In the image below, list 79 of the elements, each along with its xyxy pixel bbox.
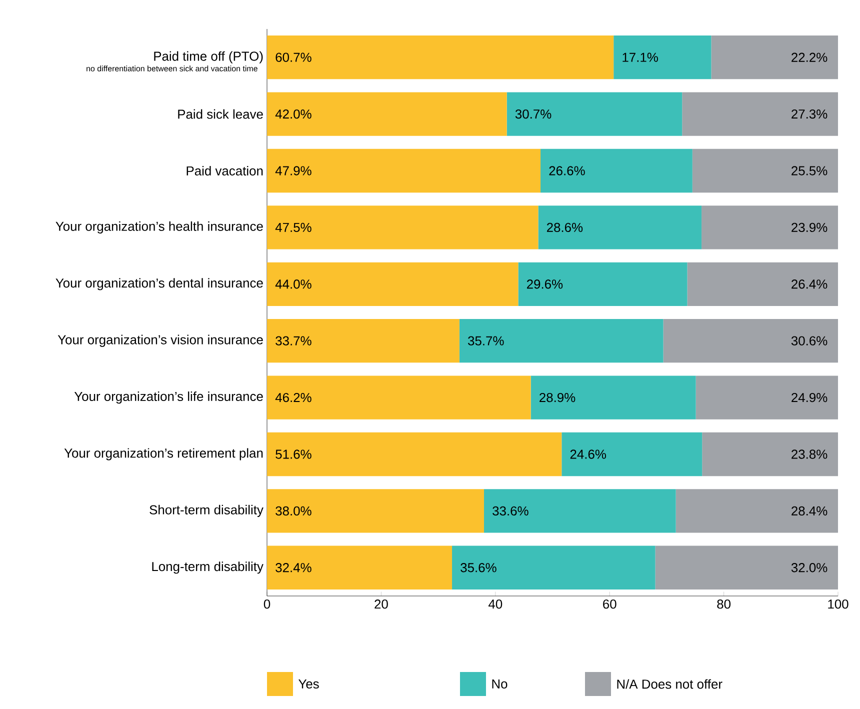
bar [540,148,692,193]
data-label: 30.6% [791,336,828,346]
data-label: 44.0% [275,280,312,289]
bar [614,36,712,80]
y-tick-label: Long-term disability [152,562,264,574]
data-label: 35.6% [460,563,496,572]
data-label: 38.0% [276,506,312,516]
data-label: 60.7% [276,52,312,62]
bar [538,206,702,250]
data-label: 25.5% [792,166,828,176]
x-tick-label: 100 [828,600,848,609]
y-tick-label: Paid sick leave [178,109,263,119]
bar [267,376,531,420]
bar [267,36,614,80]
bar [682,92,838,136]
data-label: 47.5% [275,222,312,232]
y-tick-label: Your organization’s life insurance [74,392,263,404]
bar [518,262,688,306]
x-tick-label: 40 [488,600,502,609]
bar [655,546,838,590]
data-label: 23.9% [792,222,828,232]
bar [267,206,538,250]
y-tick-label: Your organization’s retirement plan [64,448,263,460]
data-label: 29.6% [526,280,563,289]
y-tick-label: Paid time off (PTO) [154,51,263,64]
bar [484,489,676,533]
bar [267,432,562,476]
bar [702,206,838,250]
data-label: 32.4% [276,563,312,572]
bar [452,546,656,590]
bar [711,36,838,80]
bar [267,489,484,533]
bar [692,148,838,193]
data-label: 17.1% [622,52,658,62]
bar [663,319,838,363]
data-label: 35.7% [468,336,504,346]
data-label: 28.6% [546,222,583,232]
data-label: 46.2% [275,392,312,402]
data-label: 33.7% [276,336,312,346]
data-label: 24.6% [570,450,606,459]
bar [676,489,838,533]
bar [702,432,838,476]
bar [267,546,452,590]
data-label: 42.0% [275,109,312,119]
bar [459,319,664,363]
bar [506,92,682,136]
bar [530,376,696,420]
x-tick-label: 80 [717,600,731,609]
y-tick-label: Short-term disability [150,504,264,517]
data-label: 24.9% [792,392,828,402]
y-tick-label: Paid vacation [186,166,263,176]
bar [267,148,541,193]
data-label: 23.8% [792,450,828,459]
legend-label: Yes [298,679,319,688]
data-label: 22.2% [792,52,828,62]
data-label: 28.9% [540,392,576,402]
data-label: 33.6% [492,506,528,516]
data-label: 51.6% [276,450,312,459]
data-label: 26.4% [792,280,828,289]
data-label: 32.0% [791,563,828,572]
y-tick-label: Your organization’s vision insurance [58,334,263,347]
y-tick-label: Your organization’s health insurance [56,221,263,234]
legend-label: N/A Does not offer [617,679,722,689]
bar [687,262,838,306]
data-label: 26.6% [549,166,585,176]
x-tick-label: 0 [264,600,270,609]
x-tick-label: 20 [374,600,388,609]
x-tick-label: 60 [603,600,616,609]
bar [267,92,507,136]
bar [267,319,460,363]
bar [562,432,702,476]
data-label: 27.3% [792,109,828,119]
data-label: 30.7% [515,109,552,119]
legend-label: No [492,679,508,688]
bar [696,376,838,420]
data-label: 28.4% [792,506,828,516]
y-tick-label: Your organization’s dental insurance [56,278,263,290]
data-label: 47.9% [275,166,312,176]
bar [267,262,518,306]
